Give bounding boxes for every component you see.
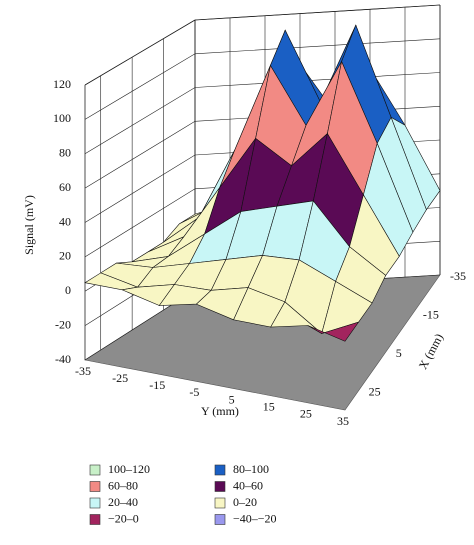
legend-swatch <box>214 497 226 509</box>
y-tick-label: 15 <box>263 399 275 413</box>
legend-label: 100–120 <box>108 462 150 476</box>
z-tick-label: -20 <box>55 317 71 331</box>
legend-swatch <box>214 481 226 492</box>
x-tick-label: -35 <box>450 269 466 283</box>
legend-label: −40–−20 <box>233 511 277 525</box>
legend-swatch <box>89 497 101 509</box>
z-tick-label: 60 <box>59 180 71 194</box>
z-tick-label: 40 <box>59 214 71 228</box>
legend-swatch <box>214 464 226 476</box>
x-axis-label: X (mm) <box>416 331 446 371</box>
x-tick-label: 25 <box>369 384 381 398</box>
legend-label: 80–100 <box>233 462 269 476</box>
legend-label: 40–60 <box>233 478 263 492</box>
y-tick-label: 35 <box>337 414 349 428</box>
y-tick-label: -5 <box>189 385 199 399</box>
y-tick-label: -25 <box>112 371 128 385</box>
legend-swatch <box>214 514 226 525</box>
z-tick-label: 120 <box>53 77 71 91</box>
legend-label: 0–20 <box>233 495 257 509</box>
z-tick-label: 80 <box>59 146 71 160</box>
legend-label: 20–40 <box>108 495 138 509</box>
surface-patch <box>307 321 360 342</box>
z-axis-label: Signal (mV) <box>22 195 36 255</box>
z-tick-label: 20 <box>59 249 71 263</box>
z-tick-label: 0 <box>65 283 71 297</box>
grid-line <box>84 4 441 86</box>
y-axis-label: Y (mm) <box>201 404 239 418</box>
legend-swatch <box>89 514 101 525</box>
legend-label: 60–80 <box>108 478 138 492</box>
y-tick-label: 5 <box>229 392 235 406</box>
x-tick-label: -15 <box>423 307 439 321</box>
legend-label: −20–0 <box>108 511 139 525</box>
z-tick-label: 100 <box>53 111 71 125</box>
y-tick-label: -35 <box>75 364 91 378</box>
legend-swatch <box>89 464 101 476</box>
z-tick-label: -40 <box>55 352 71 366</box>
x-tick-label: 5 <box>396 346 402 360</box>
y-tick-label: 25 <box>300 407 312 421</box>
legend-swatch <box>89 481 101 492</box>
y-tick-label: -15 <box>149 378 165 392</box>
